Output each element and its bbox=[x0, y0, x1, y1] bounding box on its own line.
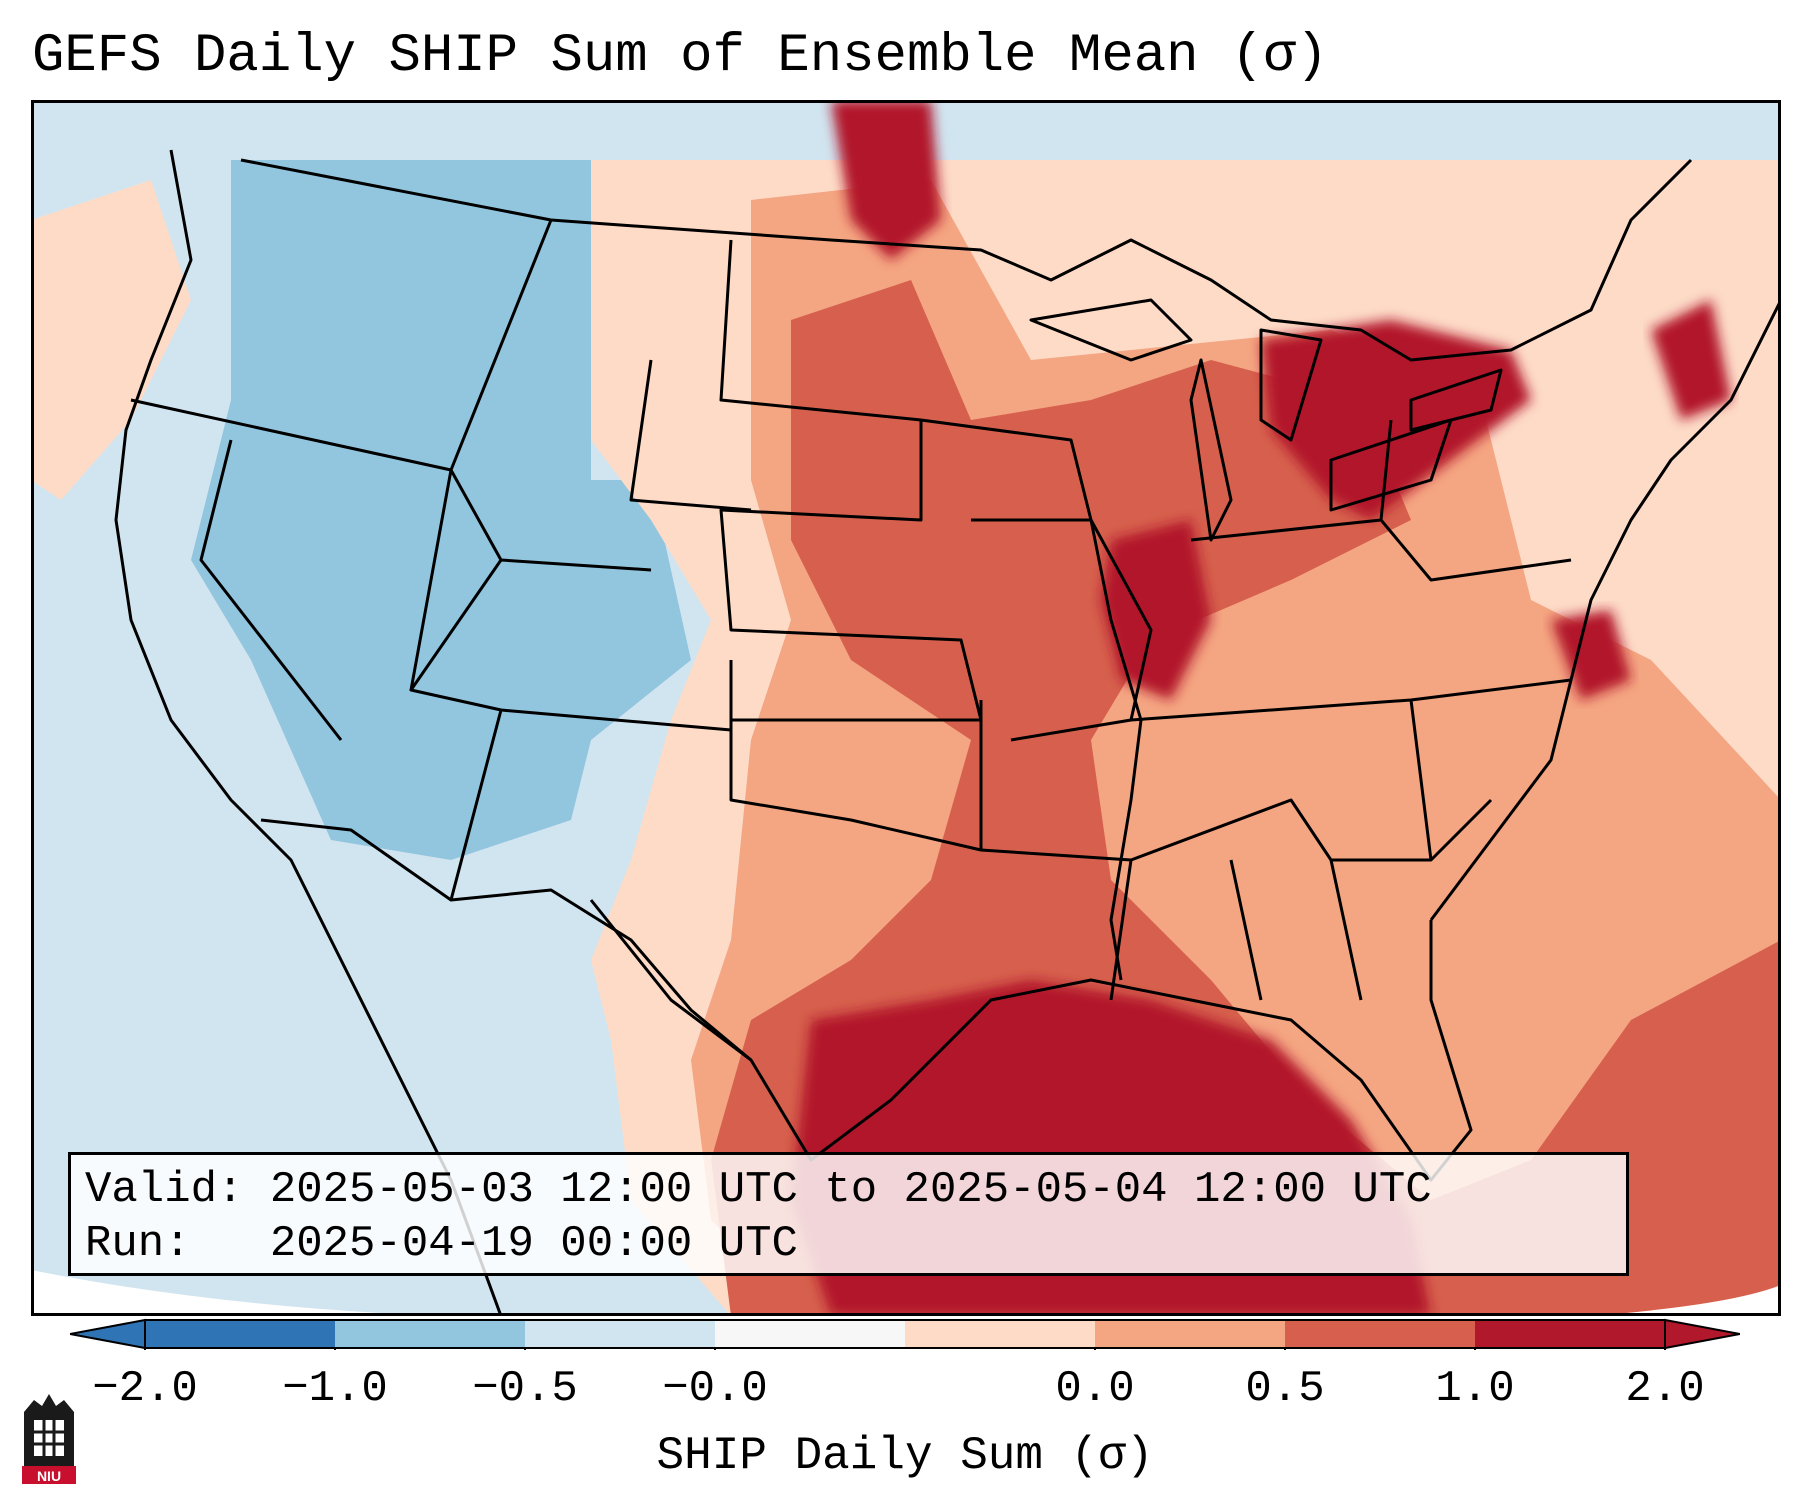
shading-layer bbox=[31, 100, 1781, 1316]
colorbar-tick-label: −1.0 bbox=[282, 1364, 388, 1414]
west-coastline bbox=[114, 149, 503, 1316]
colorbar-segment bbox=[145, 1320, 336, 1348]
colorbar-tick-label: 0.5 bbox=[1245, 1364, 1325, 1414]
map-svg bbox=[31, 100, 1781, 1316]
mexico-border bbox=[260, 818, 752, 1062]
colorbar-segment bbox=[1475, 1320, 1666, 1348]
off-domain-corner bbox=[31, 1270, 731, 1316]
run-value: 2025-04-19 00:00 UTC bbox=[269, 1219, 798, 1269]
off-domain-corner-right bbox=[1591, 1285, 1781, 1316]
colorbar-segment bbox=[335, 1320, 526, 1348]
info-box: Valid: 2025-05-03 12:00 UTC to 2025-05-0… bbox=[68, 1152, 1629, 1276]
colorbar-segment bbox=[525, 1320, 716, 1348]
state-lines-central bbox=[719, 239, 1153, 1001]
boundaries-layer bbox=[114, 149, 1781, 1316]
shade-neg-west bbox=[191, 160, 691, 860]
colorbar-tick-label: 0.0 bbox=[1055, 1364, 1135, 1414]
shade-pos-deep-lakes bbox=[1261, 320, 1531, 520]
shade-pos-deep-illinois bbox=[1101, 520, 1211, 700]
shade-pos-deep-newengland bbox=[1651, 300, 1731, 420]
great-lakes bbox=[1029, 298, 1503, 542]
map-frame bbox=[31, 100, 1781, 1316]
chart-title: GEFS Daily SHIP Sum of Ensemble Mean (σ) bbox=[32, 26, 1329, 87]
colorbar-segment bbox=[1285, 1320, 1476, 1348]
colorbar-segment bbox=[905, 1320, 1096, 1348]
colorbar-segment bbox=[1095, 1320, 1286, 1348]
run-label: Run: bbox=[85, 1219, 191, 1269]
colorbar-segment bbox=[715, 1320, 906, 1348]
valid-value: 2025-05-03 12:00 UTC to 2025-05-04 12:00… bbox=[269, 1165, 1432, 1215]
shade-pos-deep-dakota bbox=[831, 100, 941, 260]
colorbar-tick-label: −2.0 bbox=[92, 1364, 198, 1414]
shade-pos-pacific bbox=[31, 180, 191, 500]
colorbar-extend-low bbox=[70, 1318, 146, 1350]
colorbar bbox=[70, 1318, 1740, 1350]
east-coastline bbox=[1429, 299, 1781, 921]
gulf-coastline bbox=[589, 899, 1473, 1182]
colorbar-outline bbox=[144, 1319, 1666, 1349]
colorbar-label: SHIP Daily Sum (σ) bbox=[656, 1430, 1154, 1482]
colorbar-extend-high bbox=[1664, 1318, 1740, 1350]
valid-label: Valid: bbox=[85, 1165, 244, 1215]
map-panel bbox=[31, 100, 1781, 1316]
colorbar-tick-label: 2.0 bbox=[1625, 1364, 1705, 1414]
logo-text: NIU bbox=[37, 1468, 61, 1484]
state-lines-east bbox=[1130, 419, 1572, 1001]
shade-pos-deep-chesapeake bbox=[1551, 610, 1631, 700]
colorbar-tick-label: −0.5 bbox=[472, 1364, 578, 1414]
colorbar-tick-label: 1.0 bbox=[1435, 1364, 1515, 1414]
mississippi-river bbox=[1089, 519, 1143, 981]
canada-border bbox=[240, 158, 1693, 362]
niu-logo: NIU bbox=[22, 1394, 76, 1484]
colorbar-tick-label: −0.0 bbox=[662, 1364, 768, 1414]
